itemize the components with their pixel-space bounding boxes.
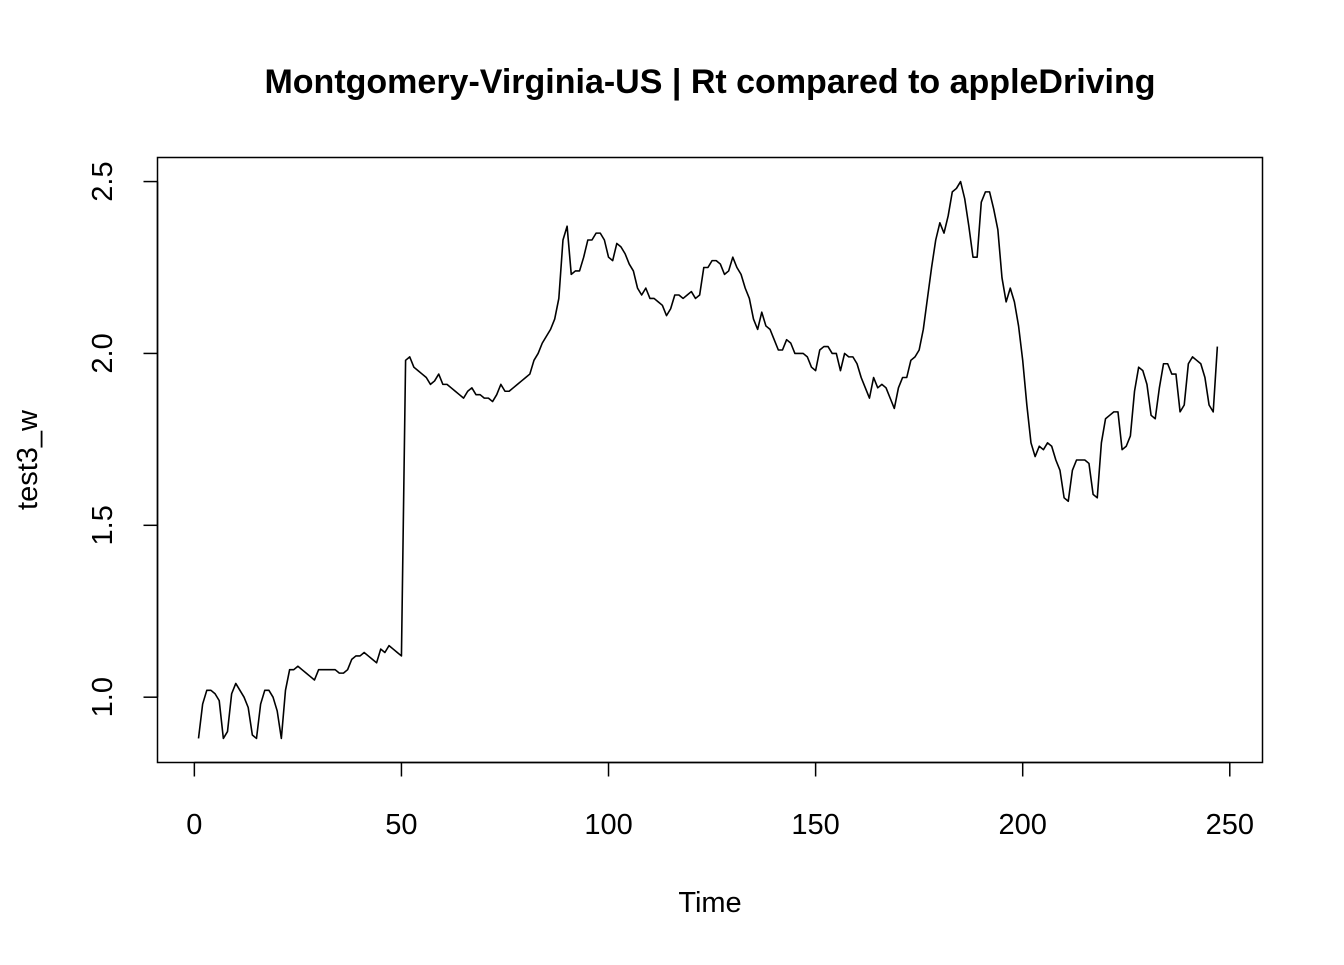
x-axis: 0 50 100 150 200 250	[186, 761, 1254, 841]
y-tick-label: 2.5	[87, 161, 119, 201]
x-tick-label: 250	[1206, 809, 1254, 841]
x-tick-label: 100	[584, 809, 632, 841]
y-tick-label: 1.5	[87, 505, 119, 545]
x-tick-label: 150	[791, 809, 839, 841]
x-tick-label: 50	[385, 809, 417, 841]
x-axis-title: Time	[678, 887, 741, 919]
y-axis: 1.0 1.5 2.0 2.5	[87, 161, 159, 717]
y-axis-title: test3_w	[12, 409, 44, 510]
series-line-1	[197, 180, 1219, 740]
y-tick-label: 1.0	[87, 677, 119, 717]
x-tick-label: 200	[999, 809, 1047, 841]
y-tick-label: 2.0	[87, 333, 119, 373]
series-layer	[197, 180, 1219, 740]
chart-title: Montgomery-Virginia-US | Rt compared to …	[264, 63, 1155, 101]
x-tick-label: 0	[186, 809, 202, 841]
